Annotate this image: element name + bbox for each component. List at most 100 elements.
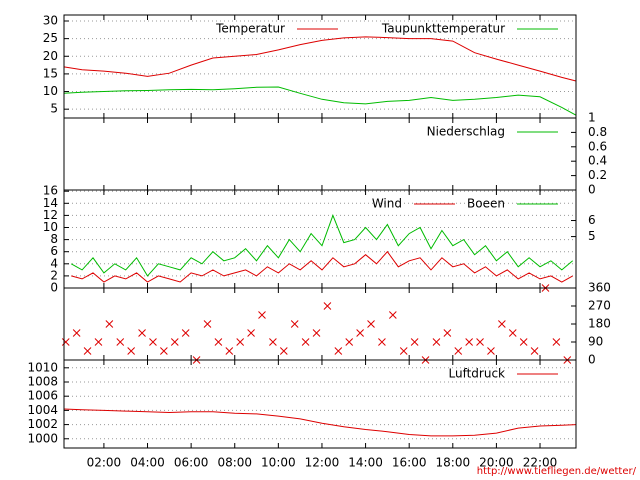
point (94, 338, 103, 346)
y2-tick-label: 5 (588, 229, 596, 243)
point (203, 320, 212, 328)
x-tick-label: 22:00 (523, 456, 558, 470)
point (356, 329, 364, 337)
y2-tick-label: 0 (588, 183, 596, 197)
series-line (63, 86, 577, 116)
footer-link: http://www.tiefliegen.de/wetter/ (477, 466, 637, 477)
y-tick-label: 0 (50, 281, 58, 295)
x-tick-label: 14:00 (348, 456, 383, 470)
point (258, 311, 266, 319)
point (378, 338, 386, 346)
y-tick-label: 1002 (27, 417, 58, 431)
y2-tick-label: 360 (588, 281, 611, 295)
y-tick-label: 15 (43, 66, 58, 80)
point (170, 338, 179, 346)
y-tick-label: 10 (43, 84, 58, 98)
y-tick-label: 4 (50, 256, 58, 270)
legend-label: Luftdruck (448, 367, 505, 381)
point (454, 347, 463, 355)
point (399, 347, 408, 355)
y2-tick-label: 180 (588, 317, 611, 331)
point (519, 338, 528, 346)
point (181, 329, 190, 337)
point (105, 320, 114, 328)
y-tick-label: 8 (50, 232, 58, 246)
point (345, 338, 354, 346)
series-line (70, 213, 574, 277)
y-tick-label: 6 (50, 244, 58, 258)
y-tick-label: 2 (50, 268, 58, 282)
point (61, 338, 70, 346)
x-tick-label: 04:00 (130, 456, 165, 470)
legend-label: Boeen (467, 197, 505, 211)
y2-tick-label: 6 (588, 213, 596, 227)
y2-tick-label: 0.4 (588, 154, 607, 168)
y2-tick-label: 0 (588, 353, 596, 367)
series-line (63, 408, 577, 437)
point (127, 347, 136, 355)
y-tick-label: 20 (43, 49, 58, 63)
y2-tick-label: 270 (588, 299, 611, 313)
series-line (71, 250, 573, 283)
point (225, 347, 234, 355)
legend-label: Temperatur (215, 22, 285, 36)
y2-tick-label: 0.6 (588, 139, 607, 153)
series-line (63, 36, 577, 82)
point (443, 329, 452, 337)
point (410, 338, 419, 346)
point (116, 338, 125, 346)
point (279, 347, 288, 355)
point (476, 338, 484, 346)
point (388, 311, 397, 319)
point (367, 320, 375, 328)
legend-label: Niederschlag (427, 125, 505, 139)
point (487, 347, 495, 355)
y-tick-label: 12 (43, 208, 58, 222)
point (334, 347, 343, 355)
y-tick-label: 5 (50, 102, 58, 116)
point (498, 320, 506, 328)
x-tick-label: 12:00 (305, 456, 340, 470)
point (138, 329, 146, 337)
point (301, 338, 310, 346)
point (552, 338, 561, 346)
y-tick-label: 1006 (27, 389, 58, 403)
point (83, 347, 92, 355)
legend-label: Wind (372, 197, 402, 211)
point (530, 347, 539, 355)
y-tick-label: 16 (43, 184, 58, 198)
y-tick-label: 1004 (27, 403, 58, 417)
y-tick-label: 1010 (27, 360, 58, 374)
y-tick-label: 14 (43, 196, 58, 210)
x-tick-label: 16:00 (392, 456, 427, 470)
point (508, 329, 517, 337)
point (214, 338, 223, 346)
x-tick-label: 06:00 (174, 456, 209, 470)
x-tick-label: 20:00 (479, 456, 514, 470)
point (236, 338, 245, 346)
legend-label: Taupunkttemperatur (381, 22, 505, 36)
x-tick-label: 18:00 (436, 456, 471, 470)
point (290, 320, 299, 328)
point (72, 329, 81, 337)
y-tick-label: 30 (43, 13, 58, 27)
panel-frame (63, 359, 577, 449)
point (323, 302, 332, 310)
point (312, 329, 321, 337)
x-tick-label: 02:00 (87, 456, 122, 470)
x-tick-label: 08:00 (217, 456, 252, 470)
y-tick-label: 10 (43, 220, 58, 234)
point (247, 329, 255, 337)
point (432, 338, 441, 346)
y2-tick-label: 0.8 (588, 125, 607, 139)
y2-tick-label: 0.2 (588, 168, 607, 182)
y2-tick-label: 90 (588, 335, 603, 349)
y2-tick-label: 1 (588, 111, 596, 125)
y-tick-label: 25 (43, 31, 58, 45)
point (269, 338, 277, 346)
y-tick-label: 1000 (27, 431, 58, 445)
point (465, 338, 474, 346)
point (149, 338, 157, 346)
point (160, 347, 168, 355)
